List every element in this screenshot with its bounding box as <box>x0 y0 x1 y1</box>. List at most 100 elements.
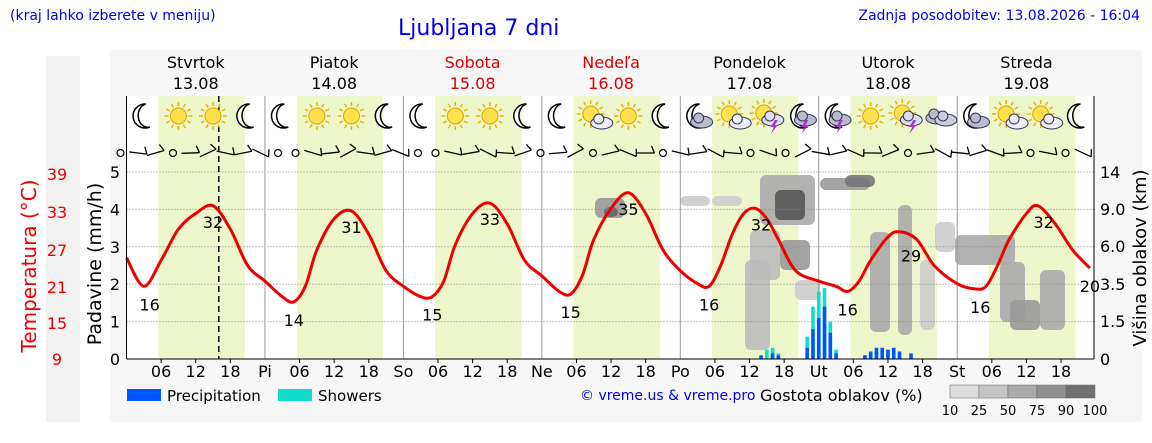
wind-barb-icon <box>759 148 778 157</box>
legend: Precipitation Showers Gostota oblakov (%) 1… <box>127 384 1108 419</box>
precipitation-bar <box>816 317 821 359</box>
precipitation-bar <box>897 351 902 359</box>
wind-barb-icon <box>671 147 690 156</box>
temperature-label: 16 <box>837 300 857 319</box>
legend-showers-swatch <box>278 389 312 401</box>
wind-barb-icon <box>304 147 323 157</box>
wind-barb-icon <box>969 144 988 157</box>
wind-barb-icon <box>339 143 357 158</box>
wind-barb-icon <box>934 148 953 158</box>
temp-tick-label: 15 <box>47 314 67 333</box>
cloud-patch <box>955 235 1015 265</box>
cloud-density-tick: 75 <box>1029 404 1046 419</box>
wind-barb-icon <box>601 144 620 156</box>
wind-barb-icon <box>1074 148 1093 158</box>
precip-tick-label: 3 <box>110 238 120 257</box>
wind-barb-icon <box>146 144 165 157</box>
hour-tick-label: 18 <box>774 362 794 381</box>
temp-tick-label: 39 <box>47 165 67 184</box>
moon-icon <box>409 103 428 129</box>
precipitation-bars <box>759 287 913 359</box>
temperature-label: 32 <box>203 213 223 232</box>
day-name-label: Sobota <box>445 53 501 72</box>
hour-tick-label: 18 <box>220 362 240 381</box>
hour-tick-label: 12 <box>324 362 344 381</box>
day-date-label: 19.08 <box>1004 74 1050 93</box>
cloud-patch <box>795 280 820 300</box>
moon-thunder-icon <box>824 103 852 134</box>
precipitation-bar <box>909 353 913 359</box>
day-date-label: 15.08 <box>450 74 496 93</box>
wind-barb-icon <box>829 144 848 156</box>
temp-axis-strip <box>46 56 80 422</box>
cloud-density-tick: 100 <box>1083 404 1108 419</box>
precip-tick-label: 2 <box>110 275 120 294</box>
cloud-patch <box>898 205 912 335</box>
wind-barb-icon <box>847 148 865 158</box>
precipitation-bar <box>811 329 815 359</box>
cloud-icon <box>925 108 958 127</box>
wind-barb-icon <box>356 146 376 155</box>
precip-tick-label: 4 <box>110 200 120 219</box>
temperature-label: 15 <box>561 303 581 322</box>
temp-tick-label: 33 <box>47 203 67 222</box>
moon-icon <box>547 103 566 129</box>
day-short-label: Po <box>671 362 690 381</box>
credit-link[interactable]: © vreme.us & vreme.pro <box>580 388 756 404</box>
temperature-label: 14 <box>284 311 304 330</box>
hour-tick-label: 18 <box>359 362 379 381</box>
cloud-density-tick: 90 <box>1058 404 1075 419</box>
sun-thunder-icon <box>888 99 923 134</box>
wind-calm-icon <box>1026 148 1035 158</box>
precipitation-bar <box>822 306 827 359</box>
wind-calm-icon <box>746 148 755 158</box>
cloud-height-axis-title: Višina oblakov (km) <box>1130 169 1151 346</box>
cloud-density-tick: 25 <box>971 404 988 419</box>
cloud-patch <box>935 222 955 252</box>
wind-barb-icon <box>707 148 725 158</box>
hour-tick-label: 12 <box>186 362 206 381</box>
temp-tick-label: 9 <box>52 350 62 369</box>
temperature-label: 32 <box>1034 213 1054 232</box>
wind-barb-icon <box>252 148 270 158</box>
hour-tick-label: 06 <box>843 362 863 381</box>
moon-icon <box>1066 103 1085 129</box>
temperature-label: 35 <box>618 200 638 219</box>
cloud-patch <box>845 175 875 187</box>
day-name-label: Pondelok <box>713 53 786 72</box>
hour-tick-label: 18 <box>1051 362 1071 381</box>
precipitation-bar <box>759 355 763 359</box>
temp-axis-title: Temperatura (°C) <box>17 179 41 353</box>
day-date-label: 13.08 <box>173 74 219 93</box>
hour-tick-label: 06 <box>428 362 448 381</box>
day-name-label: Nedeľa <box>582 53 640 72</box>
precipitation-bar <box>868 351 873 359</box>
location-hint[interactable]: (kraj lahko izberete v meniju) <box>10 8 216 24</box>
wind-barb-icon <box>619 148 637 158</box>
hour-tick-label: 18 <box>636 362 656 381</box>
sun-cloud-icon <box>576 100 614 130</box>
wind-barb-icon <box>461 144 480 156</box>
wind-barb-icon <box>567 143 584 158</box>
moon-icon <box>651 103 670 129</box>
legend-showers-label: Showers <box>318 387 382 405</box>
hour-tick-label: 18 <box>497 362 517 381</box>
temperature-label: 16 <box>970 298 990 317</box>
moon-icon <box>513 103 531 129</box>
wind-barb-icon <box>321 145 341 155</box>
cloud-patch <box>745 260 770 350</box>
sun-cloud-icon <box>715 100 752 130</box>
temperature-line <box>125 191 1091 304</box>
day-short-label: St <box>949 362 965 381</box>
sun-icon <box>199 102 228 130</box>
day-date-label: 17.08 <box>727 74 773 93</box>
cloud-density-tick: 50 <box>1000 404 1017 419</box>
hour-tick-label: 06 <box>705 362 725 381</box>
cloud-height-tick-label: 14 <box>1100 163 1120 182</box>
moon-icon <box>270 103 289 129</box>
day-name-label: Streda <box>1000 53 1052 72</box>
legend-precip-label: Precipitation <box>167 387 261 405</box>
hour-tick-label: 12 <box>462 362 482 381</box>
wind-barb-icon <box>234 144 253 156</box>
